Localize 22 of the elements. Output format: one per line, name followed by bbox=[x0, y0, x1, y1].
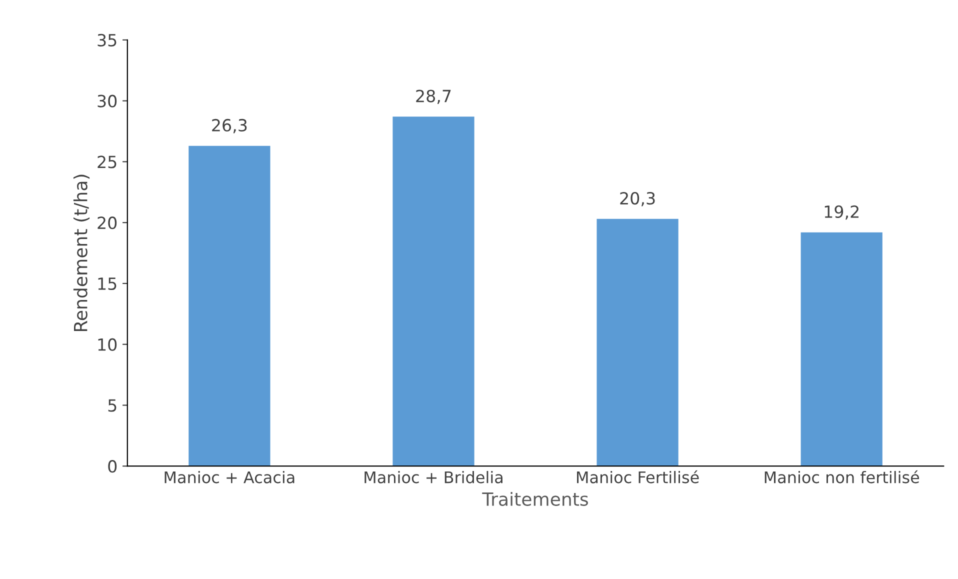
bar bbox=[188, 146, 270, 466]
y-tick-label: 20 bbox=[98, 216, 117, 230]
data-label: 19,2 bbox=[824, 205, 858, 220]
bar bbox=[392, 116, 474, 466]
y-tick-label: 30 bbox=[98, 94, 117, 108]
x-tick-label: Manioc + Acacia bbox=[164, 470, 294, 484]
y-tick-label: 0 bbox=[108, 460, 117, 473]
x-axis-title: Traitements bbox=[482, 492, 588, 506]
x-tick-label: Manioc non fertilisé bbox=[764, 470, 920, 484]
x-tick-label: Manioc + Bridelia bbox=[364, 470, 502, 484]
y-tick-label: 5 bbox=[108, 399, 116, 412]
x-tick-label: Manioc Fertilisé bbox=[577, 470, 699, 484]
bar bbox=[800, 232, 882, 466]
data-label: 28,7 bbox=[416, 90, 451, 104]
data-label: 26,3 bbox=[212, 118, 247, 134]
data-label: 20,3 bbox=[620, 192, 655, 206]
y-tick-label: 35 bbox=[98, 34, 116, 47]
y-tick-label: 15 bbox=[98, 278, 116, 290]
y-tick-label: 10 bbox=[98, 338, 117, 351]
y-axis-title: Rendement (t/ha) bbox=[73, 174, 90, 332]
bar bbox=[596, 218, 678, 466]
y-tick-label: 25 bbox=[98, 156, 116, 168]
